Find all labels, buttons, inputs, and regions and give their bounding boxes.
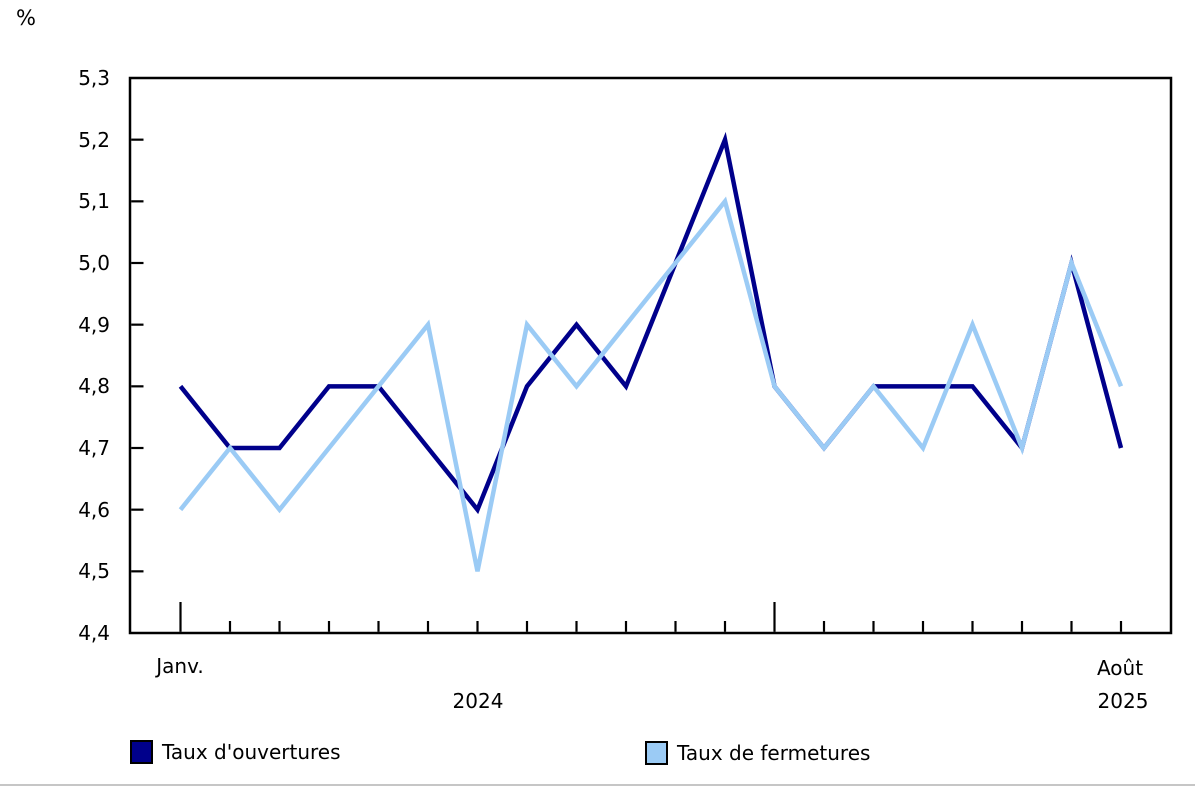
legend-item-fermetures: Taux de fermetures <box>645 741 870 765</box>
y-tick-label: 4,5 <box>78 559 110 584</box>
y-tick-label: 5,1 <box>78 189 110 214</box>
y-tick-label: 5,0 <box>78 251 110 275</box>
series-line-fermetures <box>178 196 1124 572</box>
fermetures-legend-label: Taux de fermetures <box>677 741 871 765</box>
plot-frame <box>128 76 1173 635</box>
ouvertures-color-swatch <box>130 740 153 764</box>
y-tick-label: 4,4 <box>78 621 110 645</box>
fermetures-color-swatch <box>645 741 668 765</box>
y-tick-label: 4,9 <box>78 312 110 337</box>
y-tick-label: 4,7 <box>78 436 110 460</box>
legend-item-ouvertures: Taux d'ouvertures <box>130 740 341 764</box>
y-tick-label: 4,6 <box>78 497 110 522</box>
x-tick-label-end-month: Août <box>1096 656 1144 680</box>
x-tick-label-start-month: Janv. <box>156 654 204 678</box>
y-tick-label: 5,2 <box>78 127 110 152</box>
bottom-divider <box>0 784 1195 786</box>
series-line-ouvertures <box>178 131 1124 515</box>
ouvertures-legend-label: Taux d'ouvertures <box>162 740 341 764</box>
y-axis-unit-label: % <box>16 6 36 30</box>
x-axis-year-end: 2025 <box>1097 689 1149 713</box>
y-tick-label: 5,3 <box>78 66 110 90</box>
y-tick-label: 4,8 <box>78 374 110 399</box>
x-axis-year-start: 2024 <box>452 689 504 713</box>
